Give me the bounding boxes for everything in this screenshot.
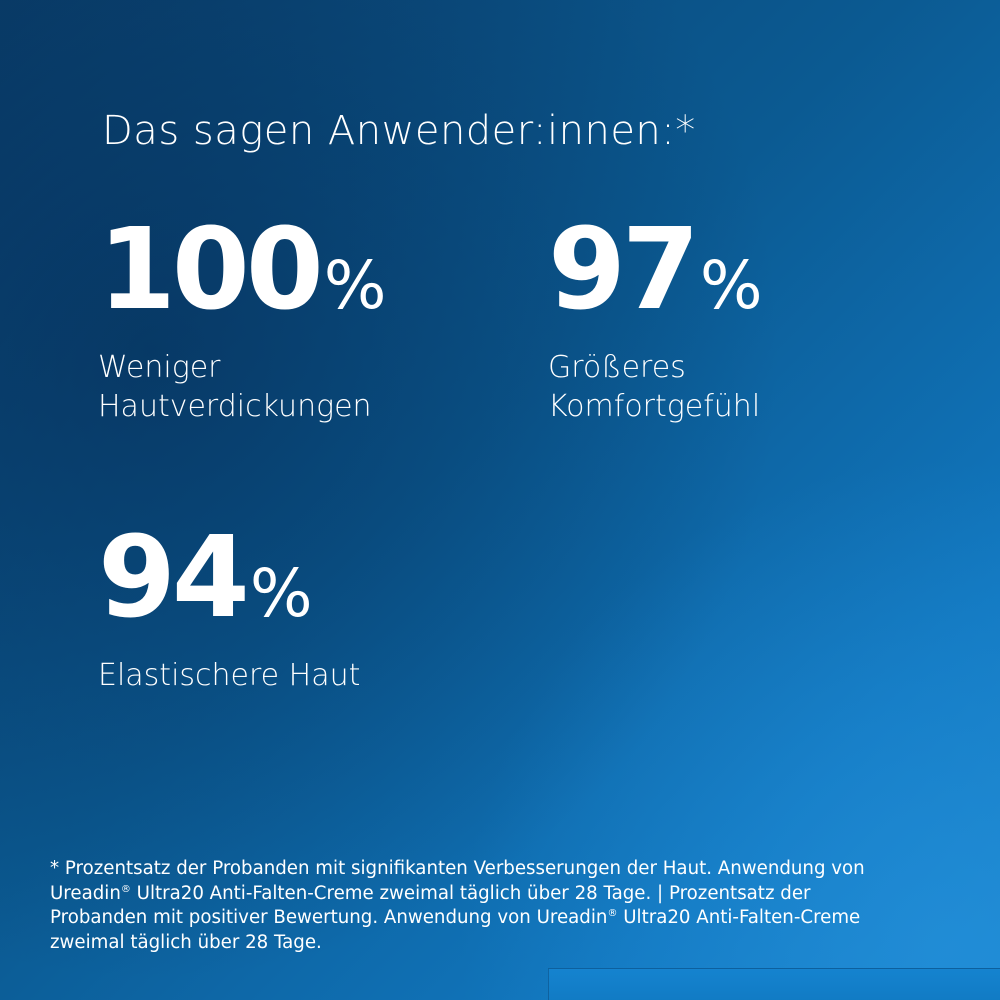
footnote-text: Ultra20 Anti-Falten-Creme [617, 907, 861, 928]
footnote-line: Probanden mit positiver Bewertung. Anwen… [50, 906, 960, 931]
footnote: * Prozentsatz der Probanden mit signifik… [50, 857, 960, 955]
product-box-edge [548, 968, 1000, 1000]
stat-label-line: Weniger [98, 350, 221, 385]
stat-label-line: Hautverdickungen [98, 389, 372, 424]
stat-label-line: Größeres [548, 350, 686, 385]
footnote-text: Probanden mit positiver Bewertung. Anwen… [50, 907, 608, 928]
stat-label-line: Komfortgefühl [548, 389, 761, 424]
stat-number: 100 [98, 205, 324, 335]
stat-more-comfort: 97% Größeres Komfortgefühl [548, 214, 763, 426]
stat-value: 97% [548, 214, 763, 326]
stat-more-elastic-skin: 94% Elastischere Haut [98, 522, 360, 695]
stat-number: 94 [98, 513, 250, 643]
stat-label: Größeres Komfortgefühl [548, 348, 763, 426]
footnote-line: * Prozentsatz der Probanden mit signifik… [50, 858, 865, 879]
stat-unit: % [323, 247, 387, 324]
registered-mark: ® [607, 907, 618, 919]
heading: Das sagen Anwender:innen:* [102, 108, 696, 154]
stat-unit: % [699, 247, 763, 324]
stat-less-skin-thickening: 100% Weniger Hautverdickungen [98, 214, 387, 426]
stat-value: 94% [98, 522, 360, 634]
stat-unit: % [249, 555, 313, 632]
stat-label: Elastischere Haut [98, 656, 360, 695]
stat-number: 97 [548, 205, 700, 335]
footnote-line: zweimal täglich über 28 Tage. [50, 931, 322, 953]
footnote-line: Ureadin® Ultra20 Anti-Falten-Creme zweim… [50, 882, 960, 907]
stat-label-line: Elastischere Haut [98, 658, 361, 693]
stat-value: 100% [98, 214, 387, 326]
registered-mark: ® [120, 883, 131, 895]
brand-name: Ureadin [50, 882, 121, 904]
stat-label: Weniger Hautverdickungen [98, 348, 387, 426]
footnote-text: Ultra20 Anti-Falten-Creme zweimal täglic… [130, 882, 811, 904]
